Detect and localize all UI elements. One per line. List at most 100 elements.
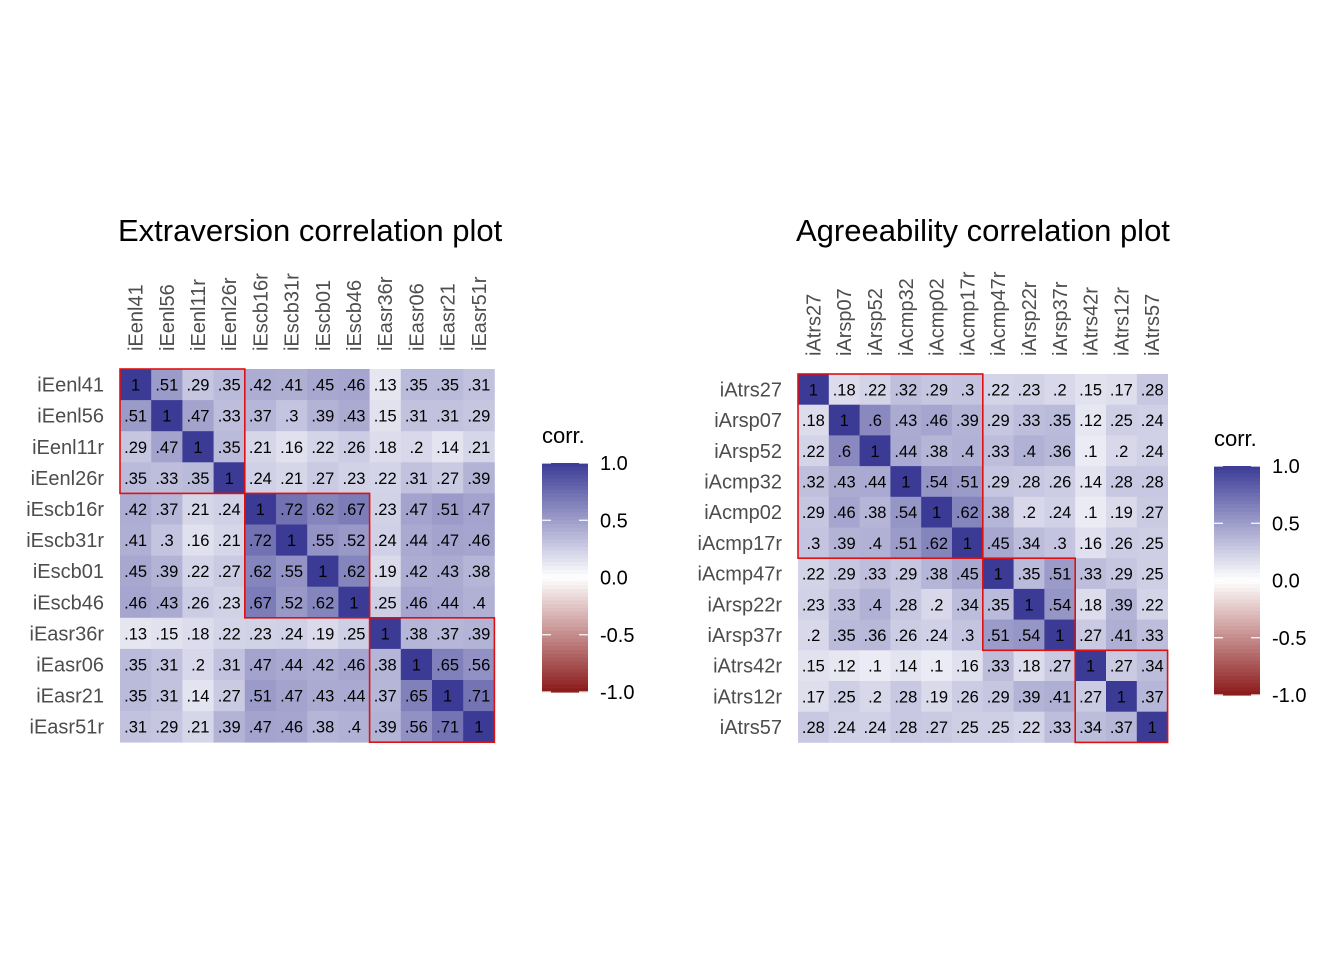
heatmap-cell (213, 648, 246, 681)
cell-value-label: 1 (870, 443, 879, 461)
legend-gradient-step (542, 539, 588, 544)
cell-value-label: .34 (956, 596, 979, 614)
heatmap-cell (798, 558, 830, 590)
heatmap-cell (276, 586, 308, 619)
heatmap-cell (828, 681, 860, 713)
cell-value-label: .51 (155, 377, 178, 395)
cell-value-label: 1 (1117, 688, 1126, 706)
heatmap-cell (1075, 619, 1107, 651)
cell-value-label: .39 (467, 470, 490, 488)
cell-value-label: .46 (925, 412, 948, 430)
legend-gradient-step (542, 615, 588, 621)
row-tick-label: iAtrs57 (720, 717, 782, 739)
row-tick-label: iAcmp47r (698, 564, 783, 586)
cell-value-label: .24 (1048, 504, 1071, 522)
cell-value-label: .54 (1048, 596, 1071, 614)
column-tick-label: iAtrs42r (1081, 287, 1103, 356)
row-tick-label: iAcmp02 (704, 502, 782, 524)
heatmap-cell (921, 588, 953, 620)
heatmap-cell (244, 400, 277, 432)
legend-gradient-step (542, 661, 588, 666)
cell-value-label: .23 (1018, 381, 1041, 399)
column-tick-label: iEenl56 (157, 284, 179, 351)
cell-value-label: .39 (1018, 688, 1041, 706)
cell-value-label: .24 (374, 532, 397, 550)
heatmap-cell (369, 524, 402, 556)
heatmap-cell (213, 431, 246, 463)
legend-gradient-step (542, 684, 588, 689)
heatmap-cell (982, 711, 1014, 743)
heatmap-cell (890, 558, 922, 590)
heatmap-cell (1013, 650, 1045, 682)
cell-value-label: 1 (225, 470, 234, 488)
legend-gradient-step (542, 543, 588, 548)
heatmap-cell (338, 493, 370, 525)
heatmap-cell (859, 711, 891, 743)
row-tick-label: iEenl11r (32, 437, 104, 459)
cell-value-label: .35 (218, 377, 241, 395)
column-tick-label: iArsp37r (1050, 281, 1072, 356)
legend-gradient-step (1214, 481, 1260, 486)
heatmap-cell (244, 680, 277, 712)
heatmap-cell (369, 493, 402, 525)
cell-value-label: 1 (256, 501, 265, 519)
heatmap-cell (400, 493, 433, 525)
cell-value-label: 1 (349, 594, 358, 612)
legend-gradient-step (542, 531, 588, 537)
cell-value-label: 1 (963, 535, 972, 553)
cell-value-label: .2 (1053, 381, 1067, 399)
heatmap-cell (1106, 650, 1138, 682)
cell-value-label: .4 (868, 535, 882, 553)
heatmap-cell (276, 369, 308, 401)
cell-value-label: .38 (311, 719, 334, 737)
heatmap-cell (182, 369, 214, 401)
heatmap-cell (213, 462, 246, 494)
heatmap-cell (859, 558, 891, 590)
heatmap-cell (952, 435, 984, 467)
cell-value-label: .24 (249, 470, 272, 488)
cell-value-label: .31 (155, 688, 178, 706)
legend-gradient-step (542, 638, 588, 643)
heatmap-cell (1106, 466, 1138, 498)
cell-value-label: .35 (1018, 566, 1041, 584)
heatmap-cell (1136, 435, 1168, 467)
heatmap-cell (921, 404, 953, 436)
cell-value-label: .39 (218, 719, 241, 737)
cell-value-label: .62 (925, 535, 948, 553)
column-tick-label: iEasr21 (438, 283, 460, 351)
heatmap-cell (213, 586, 246, 619)
legend-gradient-step (542, 569, 588, 575)
heatmap-cell (276, 431, 308, 463)
heatmap-cell (1075, 558, 1107, 590)
heatmap-cell (120, 648, 152, 681)
heatmap-cell (276, 524, 308, 556)
heatmap-cell (1044, 588, 1076, 620)
cell-value-label: .26 (187, 594, 210, 612)
legend-tick-label: 1.0 (600, 453, 628, 475)
legend-gradient-step (542, 665, 588, 670)
cell-value-label: .25 (343, 625, 366, 643)
heatmap-cell (432, 711, 464, 743)
cell-value-label: .3 (1053, 535, 1067, 553)
legend-gradient-step (1214, 527, 1260, 532)
heatmap-cell (151, 462, 183, 494)
heatmap-cell (1044, 496, 1076, 528)
cell-value-label: .15 (155, 625, 178, 643)
heatmap-cell (463, 462, 495, 494)
heatmap-cell (1106, 527, 1138, 559)
cell-value-label: .1 (1084, 504, 1098, 522)
heatmap-cell (307, 524, 339, 556)
heatmap-cell (213, 680, 246, 712)
cell-value-label: .62 (249, 563, 272, 581)
heatmap-cell (338, 711, 370, 743)
legend-gradient-step (1214, 473, 1260, 479)
heatmap-cell (982, 374, 1014, 406)
heatmap-cell (859, 404, 891, 436)
legend-gradient-step (542, 550, 588, 556)
legend-gradient-step (1214, 538, 1260, 543)
cell-value-label: .27 (1079, 627, 1102, 645)
cell-value-label: .35 (187, 470, 210, 488)
heatmap-cell (276, 711, 308, 743)
row-tick-label: iEscb16r (26, 499, 104, 521)
heatmap-cell (244, 555, 277, 588)
